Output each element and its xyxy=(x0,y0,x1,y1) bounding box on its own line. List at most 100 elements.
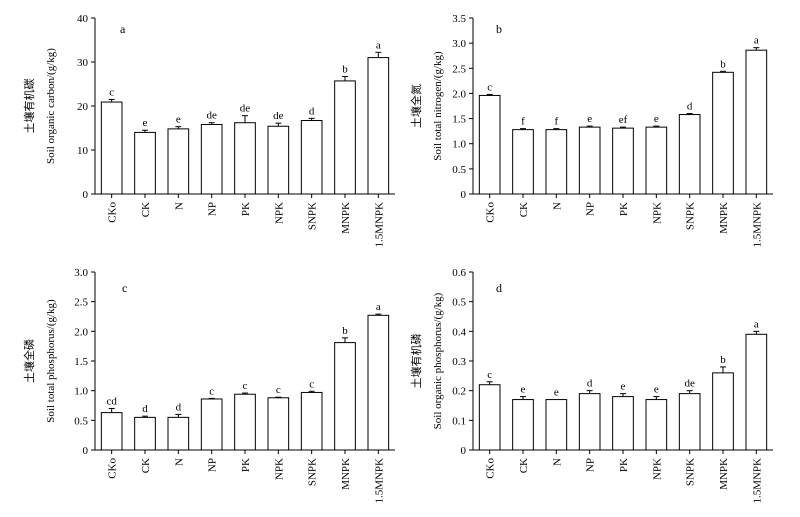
bar xyxy=(645,399,668,451)
category-label: CK xyxy=(518,458,530,473)
category-label: 1.5MNPK xyxy=(373,202,385,248)
category-label: MNPK xyxy=(340,202,352,234)
y-axis-label: Soil organic phosphorus/(g/kg) xyxy=(432,292,444,429)
y-axis-label-zh: 土壤有机磷 xyxy=(409,334,423,389)
significance-label: e xyxy=(176,114,181,126)
bar xyxy=(300,391,323,451)
bar xyxy=(334,342,356,451)
significance-label: d xyxy=(587,378,593,390)
significance-label: de xyxy=(240,103,251,115)
category-label: SNPK xyxy=(307,458,319,486)
category-label: MNPK xyxy=(340,458,352,490)
y-tick-label: 1.0 xyxy=(452,139,466,151)
bar xyxy=(578,393,601,451)
bar xyxy=(712,372,734,451)
significance-label: f xyxy=(554,116,558,128)
significance-label: d xyxy=(176,401,182,413)
category-label: NP xyxy=(585,202,597,216)
significance-label: de xyxy=(273,110,284,122)
bar xyxy=(134,416,156,451)
y-tick-label: 0.5 xyxy=(74,415,88,427)
y-tick-label: 3.0 xyxy=(452,38,466,50)
y-axis-label-zh: 土壤有机碳 xyxy=(22,79,36,134)
y-tick-label: 0.6 xyxy=(452,267,466,279)
chart-panel-d: 0 0.1 0.2 0.3 0.4 0.5 0.6 d 土壤有机磷 Soil organic ph… xyxy=(409,267,773,504)
y-axis-label: Soil organic carbon/(g/kg) xyxy=(45,48,57,164)
bar xyxy=(612,127,634,195)
significance-label: c xyxy=(309,378,314,390)
panel-letter: d xyxy=(496,281,502,295)
category-label: 1.5MNPK xyxy=(751,458,763,504)
panel-letter: a xyxy=(120,22,126,36)
significance-label: e xyxy=(521,384,526,396)
y-tick-label: 0 xyxy=(461,445,467,457)
y-tick-label: 3.5 xyxy=(452,13,466,25)
y-tick-label: 2.0 xyxy=(74,326,88,338)
significance-label: a xyxy=(754,35,759,47)
y-axis-label-zh: 土壤全磷 xyxy=(22,339,36,383)
category-label: N xyxy=(551,202,563,210)
significance-label: e xyxy=(587,113,592,125)
y-tick-label: 0.5 xyxy=(452,164,466,176)
bar xyxy=(678,114,701,195)
y-tick-label: 0 xyxy=(83,445,89,457)
bar xyxy=(167,128,190,195)
significance-label: c xyxy=(243,380,248,392)
category-label: MNPK xyxy=(718,458,730,490)
significance-label: e xyxy=(654,113,659,125)
category-label: CK xyxy=(518,202,530,217)
bar xyxy=(100,412,123,451)
bar xyxy=(234,122,256,195)
significance-label: e xyxy=(143,117,148,129)
significance-label: a xyxy=(754,318,759,330)
bar xyxy=(367,57,390,195)
bar xyxy=(645,126,668,195)
significance-label: b xyxy=(720,354,726,366)
bar xyxy=(478,94,501,195)
bar xyxy=(678,393,701,451)
bar xyxy=(478,384,501,451)
y-axis-label: Soil total phosphorus/(g/kg) xyxy=(45,299,57,423)
y-tick-label: 30 xyxy=(77,57,89,69)
y-axis-label-zh: 土壤全氮 xyxy=(409,84,423,128)
significance-label: b xyxy=(342,325,348,337)
bar xyxy=(100,101,123,195)
category-label: SNPK xyxy=(685,202,697,230)
category-label: NPK xyxy=(651,202,663,224)
bar xyxy=(612,396,634,451)
y-tick-label: 0.2 xyxy=(452,386,466,398)
category-label: PK xyxy=(618,202,630,216)
chart-panel-b: 0 0.5 1.0 1.5 2.0 2.5 3.0 3.5 b 土壤全氮 Soil total ni… xyxy=(409,13,773,248)
category-label: CK xyxy=(140,202,152,217)
category-label: PK xyxy=(240,202,252,216)
bar xyxy=(512,129,534,195)
y-axis-label: Soil total nitrogen/(g/kg) xyxy=(432,51,444,161)
y-tick-label: 1.5 xyxy=(74,356,88,368)
significance-label: a xyxy=(376,39,381,51)
bar xyxy=(578,126,601,195)
bar xyxy=(267,397,290,451)
category-label: CKo xyxy=(107,202,119,223)
bar xyxy=(134,131,156,195)
category-label: 1.5MNPK xyxy=(373,458,385,504)
significance-label: c xyxy=(209,385,214,397)
significance-label: e xyxy=(621,381,626,393)
category-label: NP xyxy=(207,202,219,216)
bar xyxy=(512,399,534,451)
category-label: NPK xyxy=(273,458,285,480)
chart-panel-c: 0 0.5 1.0 1.5 2.0 2.5 3.0 c 土壤全磷 Soil total phosp… xyxy=(22,267,395,504)
category-label: SNPK xyxy=(307,202,319,230)
category-label: CKo xyxy=(107,458,119,479)
y-tick-label: 0.1 xyxy=(452,415,466,427)
y-tick-label: 0.5 xyxy=(452,297,466,309)
bar xyxy=(367,314,390,451)
significance-label: c xyxy=(487,81,492,93)
y-tick-label: 2.5 xyxy=(74,297,88,309)
significance-label: a xyxy=(376,301,381,313)
significance-label: e xyxy=(654,384,659,396)
bar xyxy=(267,125,290,195)
bar xyxy=(167,416,190,451)
category-label: NP xyxy=(207,458,219,472)
category-label: SNPK xyxy=(685,458,697,486)
